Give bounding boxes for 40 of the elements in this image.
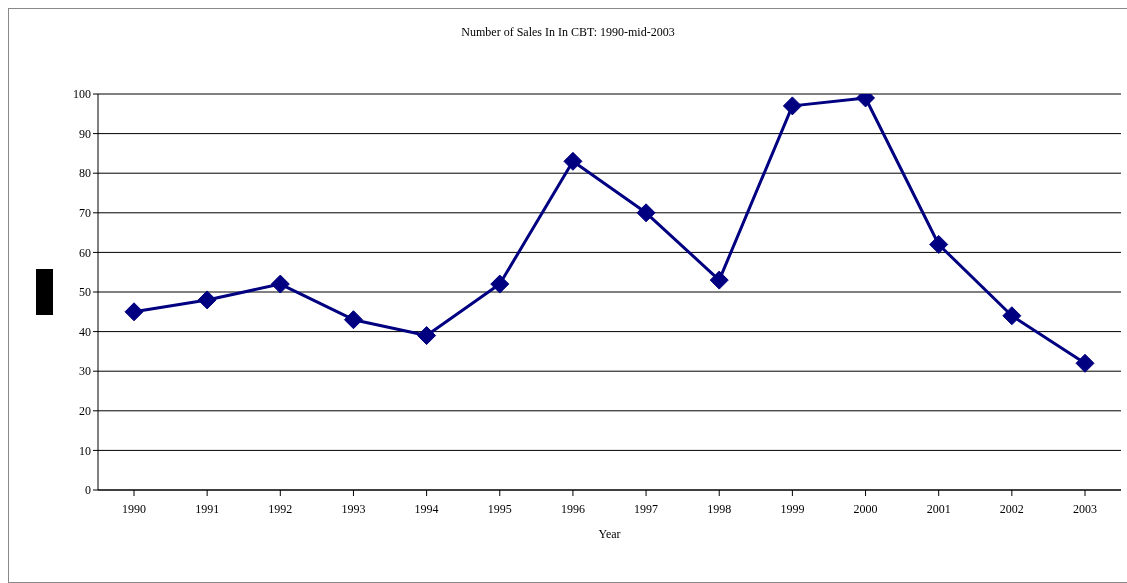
x-tick-label: 1997 bbox=[634, 501, 659, 516]
y-tick-label: 0 bbox=[85, 483, 91, 498]
point bbox=[343, 310, 363, 330]
x-tick-label: 1996 bbox=[560, 501, 585, 516]
y-tick-label: 50 bbox=[79, 285, 91, 300]
point bbox=[417, 326, 437, 346]
point bbox=[1002, 306, 1022, 326]
y-tick-label: 30 bbox=[79, 364, 91, 379]
point bbox=[709, 270, 729, 290]
point bbox=[490, 274, 510, 294]
x-tick-label: 2002 bbox=[999, 501, 1024, 516]
x-axis-title: Year bbox=[598, 527, 621, 541]
point bbox=[1075, 353, 1095, 373]
y-tick-label: 60 bbox=[79, 245, 91, 260]
point bbox=[124, 302, 144, 322]
x-tick-label: 1999 bbox=[780, 501, 805, 516]
x-tick-label: 1994 bbox=[414, 501, 439, 516]
point bbox=[563, 151, 583, 171]
y-tick-label: 10 bbox=[79, 443, 91, 458]
x-tick-label: 2001 bbox=[926, 501, 951, 516]
point bbox=[636, 203, 656, 223]
y-tick-label: 40 bbox=[79, 324, 91, 339]
y-tick-label: 100 bbox=[73, 87, 91, 102]
y-tick-label: 20 bbox=[79, 404, 91, 419]
x-tick-label: 2003 bbox=[1073, 501, 1097, 516]
x-tick-label: 1995 bbox=[487, 501, 512, 516]
point bbox=[782, 96, 802, 116]
x-tick-label: 1990 bbox=[122, 501, 146, 516]
y-tick-label: 90 bbox=[79, 126, 91, 141]
point bbox=[270, 274, 290, 294]
point bbox=[929, 234, 949, 254]
x-tick-label: 2000 bbox=[853, 501, 878, 516]
x-tick-label: 1991 bbox=[195, 501, 220, 516]
x-tick-label: 1992 bbox=[268, 501, 293, 516]
chart-title: Number of Sales In In CBT: 1990-mid-2003 bbox=[460, 25, 676, 40]
x-tick-label: 1993 bbox=[341, 501, 366, 516]
point bbox=[197, 290, 217, 310]
y-tick-label: 70 bbox=[79, 206, 91, 221]
x-tick-label: 1998 bbox=[707, 501, 732, 516]
y-tick-label: 80 bbox=[79, 166, 91, 181]
